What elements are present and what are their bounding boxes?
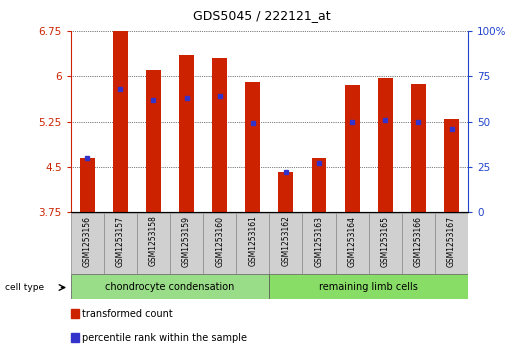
Text: GSM1253164: GSM1253164 xyxy=(348,216,357,266)
Text: GDS5045 / 222121_at: GDS5045 / 222121_at xyxy=(192,9,331,22)
Text: GSM1253156: GSM1253156 xyxy=(83,216,92,266)
Bar xyxy=(278,172,293,212)
Bar xyxy=(435,213,468,274)
Text: transformed count: transformed count xyxy=(82,309,173,319)
Text: GSM1253158: GSM1253158 xyxy=(149,216,158,266)
Bar xyxy=(269,213,302,274)
Bar xyxy=(269,274,468,299)
Bar xyxy=(345,85,360,212)
Text: GSM1253159: GSM1253159 xyxy=(182,216,191,266)
Text: chondrocyte condensation: chondrocyte condensation xyxy=(105,282,235,292)
Bar xyxy=(212,58,227,212)
Text: GSM1253167: GSM1253167 xyxy=(447,216,456,266)
Text: remaining limb cells: remaining limb cells xyxy=(319,282,418,292)
Bar xyxy=(402,213,435,274)
Text: GSM1253162: GSM1253162 xyxy=(281,216,290,266)
Bar xyxy=(369,213,402,274)
Bar xyxy=(203,213,236,274)
Bar xyxy=(378,78,393,212)
Text: GSM1253163: GSM1253163 xyxy=(314,216,324,266)
Bar xyxy=(336,213,369,274)
Bar xyxy=(302,213,336,274)
Text: percentile rank within the sample: percentile rank within the sample xyxy=(82,333,247,343)
Bar xyxy=(71,274,269,299)
Bar xyxy=(411,84,426,212)
Bar xyxy=(104,213,137,274)
Bar xyxy=(113,31,128,212)
Bar xyxy=(236,213,269,274)
Text: GSM1253157: GSM1253157 xyxy=(116,216,125,266)
Text: GSM1253160: GSM1253160 xyxy=(215,216,224,266)
Bar xyxy=(71,213,104,274)
Bar xyxy=(79,158,95,212)
Bar xyxy=(444,119,459,212)
Text: GSM1253161: GSM1253161 xyxy=(248,216,257,266)
Bar xyxy=(146,70,161,212)
Bar xyxy=(179,55,194,212)
Text: GSM1253166: GSM1253166 xyxy=(414,216,423,266)
Bar xyxy=(245,82,260,212)
Bar xyxy=(137,213,170,274)
Bar xyxy=(170,213,203,274)
Bar xyxy=(312,158,326,212)
Text: GSM1253165: GSM1253165 xyxy=(381,216,390,266)
Text: cell type: cell type xyxy=(5,283,44,292)
